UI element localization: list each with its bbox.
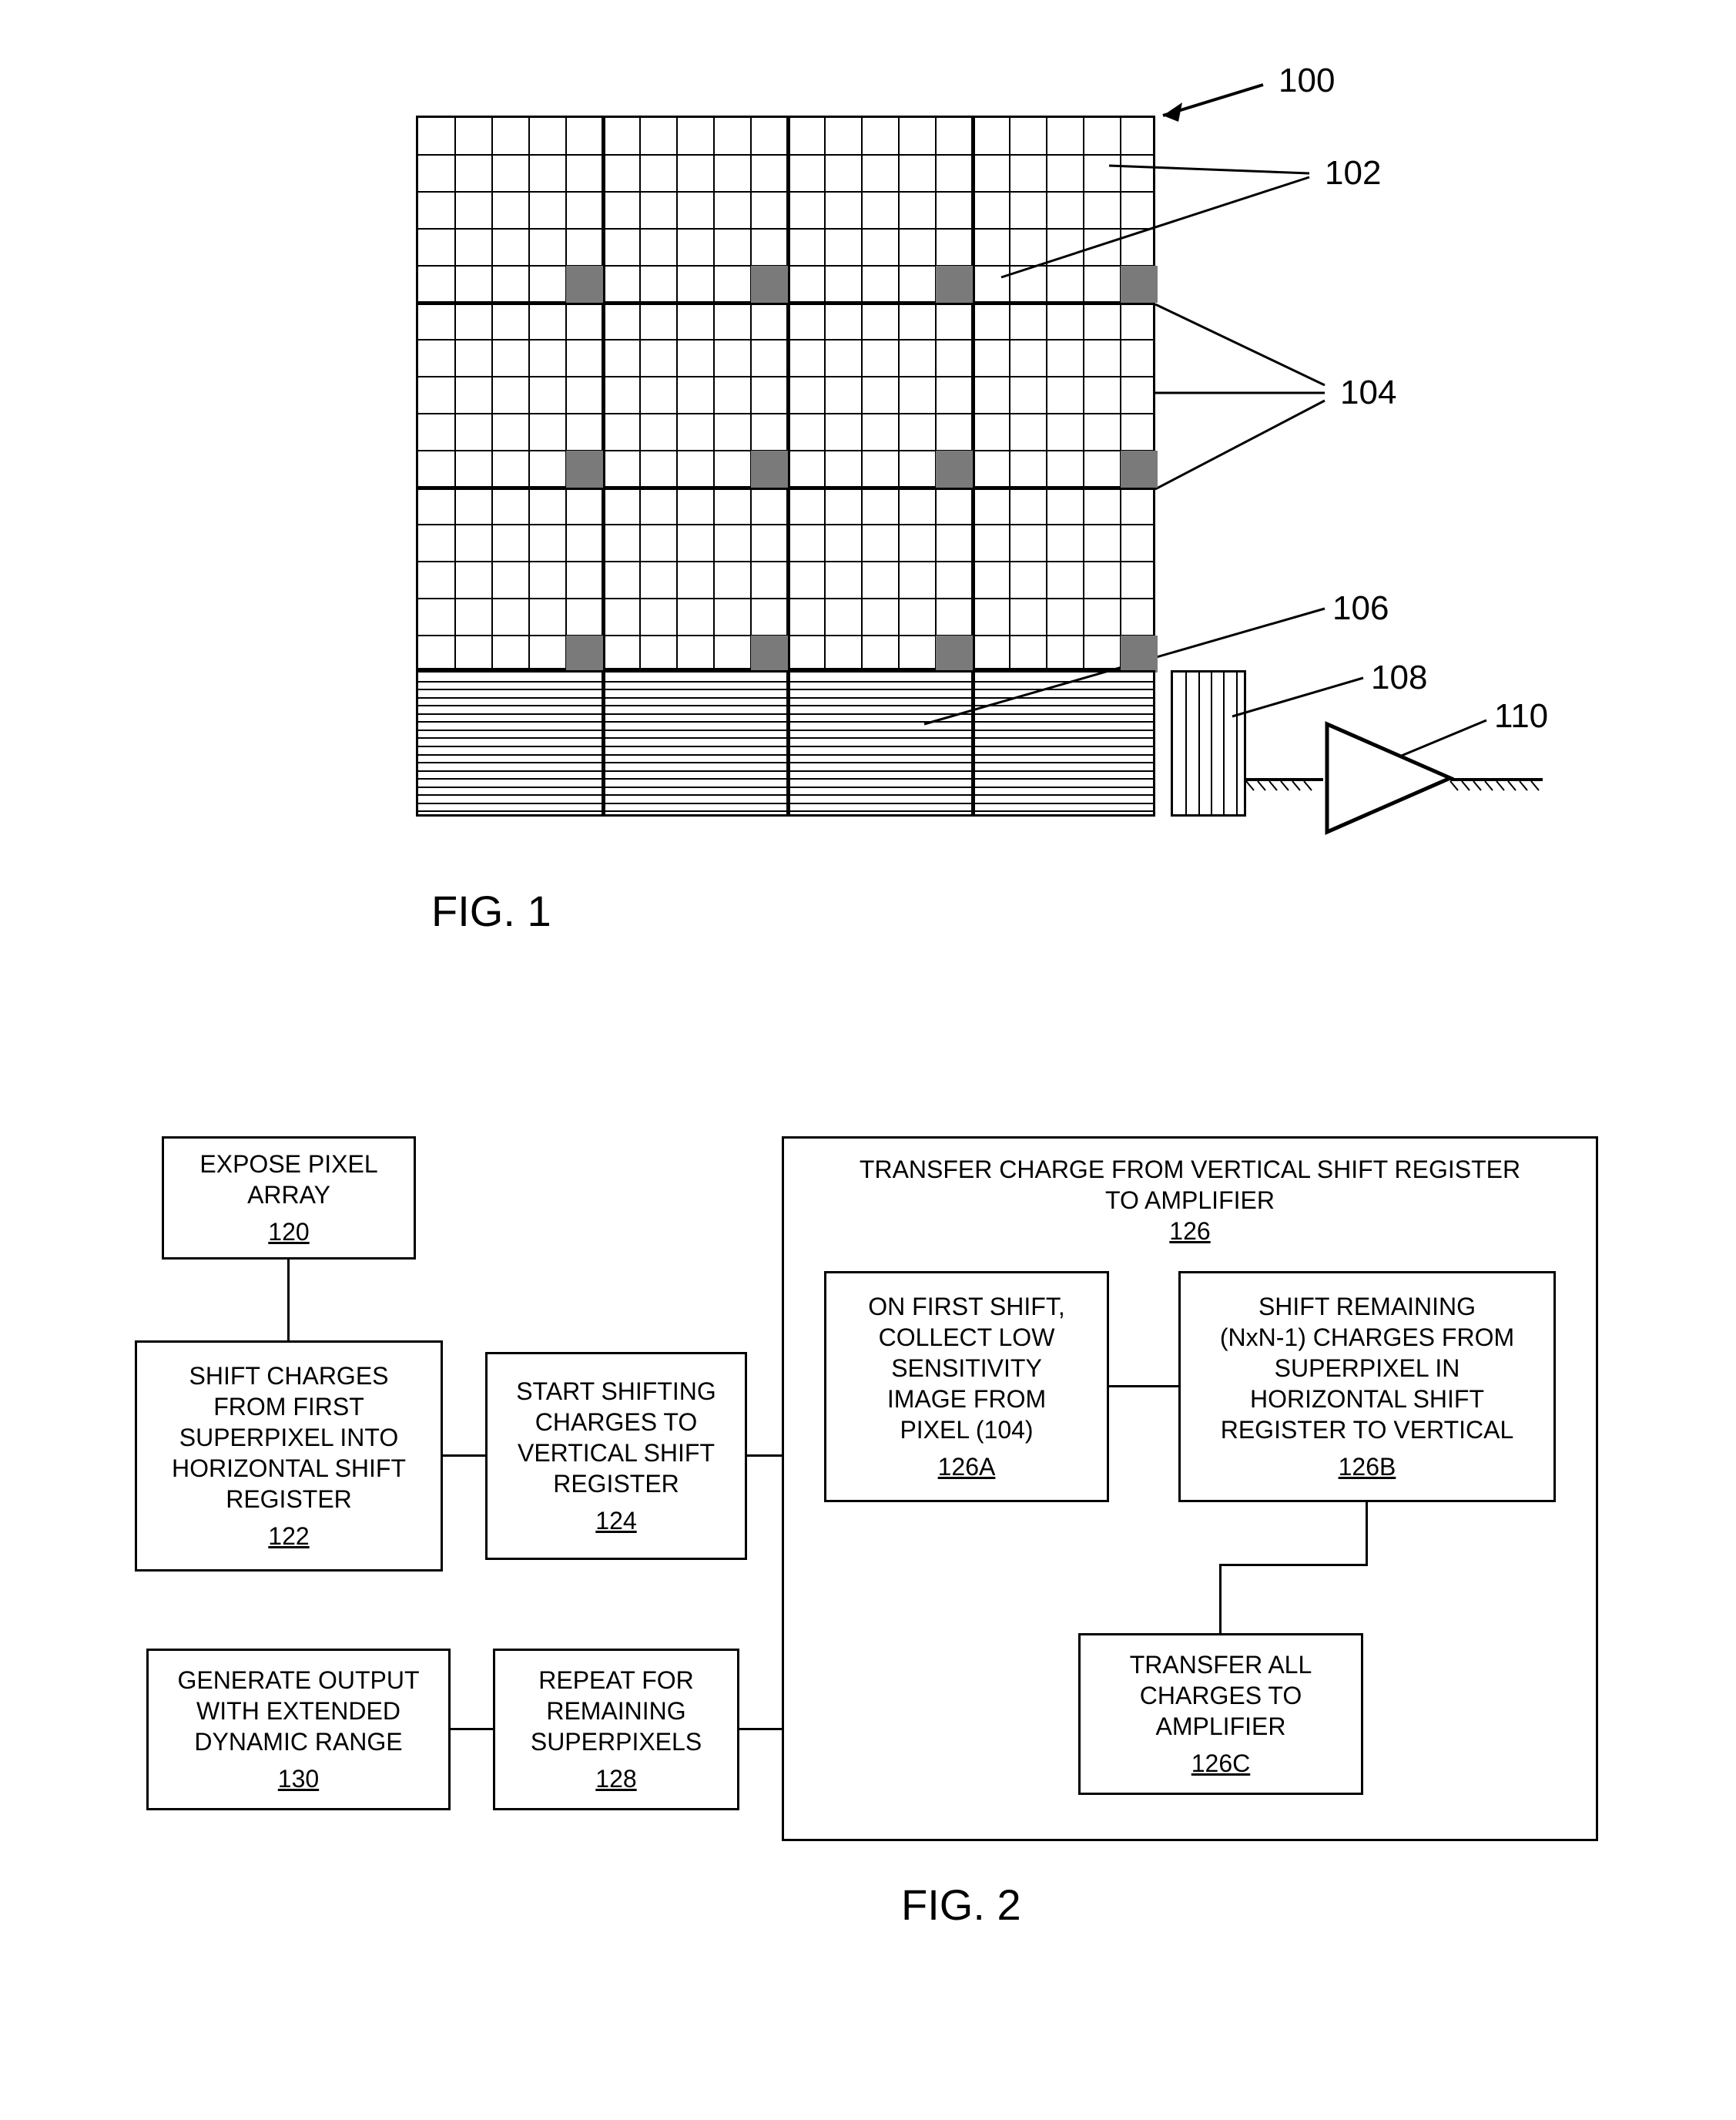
box-126-num: 126 <box>784 1216 1596 1246</box>
box-126a-line3: IMAGE FROM <box>887 1384 1046 1414</box>
box-126b-num: 126B <box>1339 1451 1396 1482</box>
box-126a-line2: SENSITIVITY <box>891 1353 1042 1384</box>
box-122-line3: HORIZONTAL SHIFT <box>172 1453 406 1484</box>
box-122-line0: SHIFT CHARGES <box>189 1360 389 1391</box>
dark-pixel <box>751 266 788 303</box>
dark-pixel <box>1121 451 1158 488</box>
box-128-line1: REMAINING <box>546 1696 685 1726</box>
pixel-array <box>416 116 1155 670</box>
box-122: SHIFT CHARGES FROM FIRST SUPERPIXEL INTO… <box>135 1340 443 1572</box>
box-124: START SHIFTING CHARGES TO VERTICAL SHIFT… <box>485 1352 747 1560</box>
box-122-num: 122 <box>268 1521 309 1551</box>
label-100: 100 <box>1279 62 1335 100</box>
box-126b-line4: REGISTER TO VERTICAL <box>1221 1414 1514 1445</box>
conn-120-122 <box>287 1260 290 1340</box>
dark-pixel <box>936 451 973 488</box>
box-124-line1: CHARGES TO <box>535 1407 697 1437</box>
box-126-title: TRANSFER CHARGE FROM VERTICAL SHIFT REGI… <box>784 1154 1596 1246</box>
box-122-line4: REGISTER <box>226 1484 352 1515</box>
box-126c-line1: CHARGES TO <box>1140 1680 1302 1711</box>
box-130-num: 130 <box>278 1763 319 1794</box>
fig1-caption: FIG. 1 <box>431 886 551 936</box>
box-126b-line1: (NxN-1) CHARGES FROM <box>1220 1322 1514 1353</box>
box-126a-line4: PIXEL (104) <box>900 1414 1033 1445</box>
box-126c-line0: TRANSFER ALL <box>1130 1649 1312 1680</box>
box-126c: TRANSFER ALL CHARGES TO AMPLIFIER 126C <box>1078 1633 1363 1795</box>
amplifier-icon <box>1323 720 1454 836</box>
label-104: 104 <box>1340 374 1396 412</box>
label-108: 108 <box>1371 659 1427 697</box>
box-130: GENERATE OUTPUT WITH EXTENDED DYNAMIC RA… <box>146 1649 451 1810</box>
conn-126a-126b <box>1109 1385 1178 1387</box>
box-124-line3: REGISTER <box>553 1468 679 1499</box>
dark-pixel <box>566 451 603 488</box>
conn-128-130 <box>451 1728 493 1730</box>
box-130-line2: DYNAMIC RANGE <box>194 1726 402 1757</box>
label-102: 102 <box>1325 154 1381 193</box>
dark-pixel <box>751 451 788 488</box>
box-126-line0: TRANSFER CHARGE FROM VERTICAL SHIFT REGI… <box>784 1154 1596 1185</box>
box-122-line2: SUPERPIXEL INTO <box>179 1422 399 1453</box>
box-130-line1: WITH EXTENDED <box>196 1696 400 1726</box>
box-130-line0: GENERATE OUTPUT <box>177 1665 419 1696</box>
box-124-line2: VERTICAL SHIFT <box>518 1437 715 1468</box>
conn-122-124 <box>443 1454 485 1457</box>
conn-126b-126c-v2 <box>1219 1564 1222 1633</box>
dark-pixel <box>936 636 973 673</box>
conn-126b-126c-h <box>1219 1564 1368 1566</box>
conn-126b-126c-v <box>1366 1502 1368 1564</box>
box-126b-line2: SUPERPIXEL IN <box>1275 1353 1460 1384</box>
conn-124-126 <box>747 1454 782 1457</box>
vertical-shift-register <box>1171 670 1246 817</box>
box-120-num: 120 <box>268 1216 309 1247</box>
box-126c-line2: AMPLIFIER <box>1156 1711 1286 1742</box>
dark-pixel <box>566 636 603 673</box>
box-126b-line3: HORIZONTAL SHIFT <box>1250 1384 1484 1414</box>
box-128-line0: REPEAT FOR <box>538 1665 694 1696</box>
dark-pixel <box>1121 636 1158 673</box>
dark-pixel <box>751 636 788 673</box>
ground-hatch <box>1246 781 1547 797</box>
label-110: 110 <box>1494 697 1548 736</box>
box-126b-line0: SHIFT REMAINING <box>1258 1291 1476 1322</box>
box-122-line1: FROM FIRST <box>213 1391 364 1422</box>
box-126c-num: 126C <box>1191 1748 1251 1779</box>
box-120: EXPOSE PIXEL ARRAY 120 <box>162 1136 416 1260</box>
box-126a: ON FIRST SHIFT, COLLECT LOW SENSITIVITY … <box>824 1271 1109 1502</box>
box-120-line0: EXPOSE PIXEL <box>199 1149 377 1179</box>
box-126a-num: 126A <box>938 1451 996 1482</box>
conn-126-128 <box>739 1728 782 1730</box>
box-126a-line1: COLLECT LOW <box>879 1322 1055 1353</box>
dark-pixel <box>936 266 973 303</box>
box-120-line1: ARRAY <box>247 1179 330 1210</box>
dark-pixel <box>566 266 603 303</box>
box-126a-line0: ON FIRST SHIFT, <box>868 1291 1064 1322</box>
box-126-line1: TO AMPLIFIER <box>784 1185 1596 1216</box>
fig2-caption: FIG. 2 <box>901 1880 1021 1930</box>
horizontal-shift-register <box>416 670 1155 817</box>
box-128-line2: SUPERPIXELS <box>531 1726 702 1757</box>
box-126b: SHIFT REMAINING (NxN-1) CHARGES FROM SUP… <box>1178 1271 1556 1502</box>
box-128-num: 128 <box>595 1763 636 1794</box>
box-124-num: 124 <box>595 1505 636 1536</box>
label-106: 106 <box>1332 589 1389 628</box>
canvas: 100 102 104 106 108 110 FIG. 1 TRANSFER … <box>0 0 1736 2120</box>
box-124-line0: START SHIFTING <box>516 1376 716 1407</box>
dark-pixel <box>1121 266 1158 303</box>
box-128: REPEAT FOR REMAINING SUPERPIXELS 128 <box>493 1649 739 1810</box>
